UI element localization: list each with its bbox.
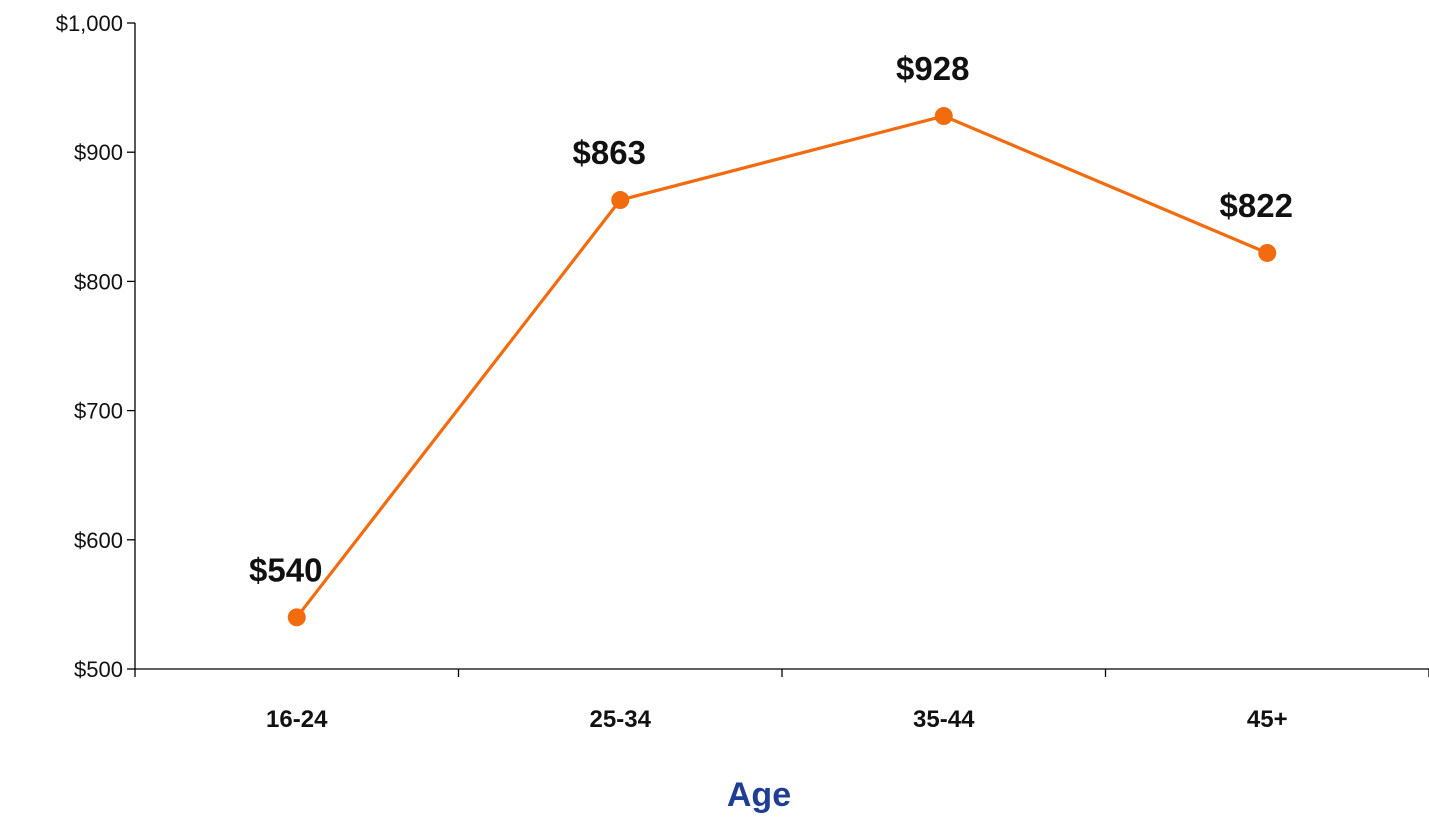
x-tick-label: 16-24 <box>266 706 328 733</box>
x-axis-title: Age <box>727 776 791 814</box>
series-line <box>295 114 1268 619</box>
x-tick-label: 45+ <box>1247 706 1288 733</box>
data-point <box>934 107 953 126</box>
series-group <box>287 107 1277 627</box>
y-tick-label: $500 <box>74 657 123 682</box>
data-labels: $540 $863 $928 $822 <box>249 50 1293 588</box>
data-label: $822 <box>1220 187 1293 224</box>
x-tick-label: 25-34 <box>590 706 652 733</box>
data-point <box>611 191 630 210</box>
y-ticks: $500 $600 $700 $800 $900 $1,000 <box>56 11 135 682</box>
data-label: $863 <box>573 134 646 171</box>
data-point <box>287 608 306 627</box>
x-tick-label: 35-44 <box>913 706 975 733</box>
y-tick-label: $700 <box>74 399 123 424</box>
data-point <box>1258 243 1277 262</box>
data-label: $928 <box>896 50 969 87</box>
y-tick-label: $800 <box>74 269 123 294</box>
x-ticks: 16-24 25-34 35-44 45+ <box>134 669 1429 733</box>
data-label: $540 <box>249 551 322 588</box>
y-tick-label: $1,000 <box>56 11 123 36</box>
y-tick-label: $900 <box>74 140 123 165</box>
y-tick-label: $600 <box>74 528 123 553</box>
